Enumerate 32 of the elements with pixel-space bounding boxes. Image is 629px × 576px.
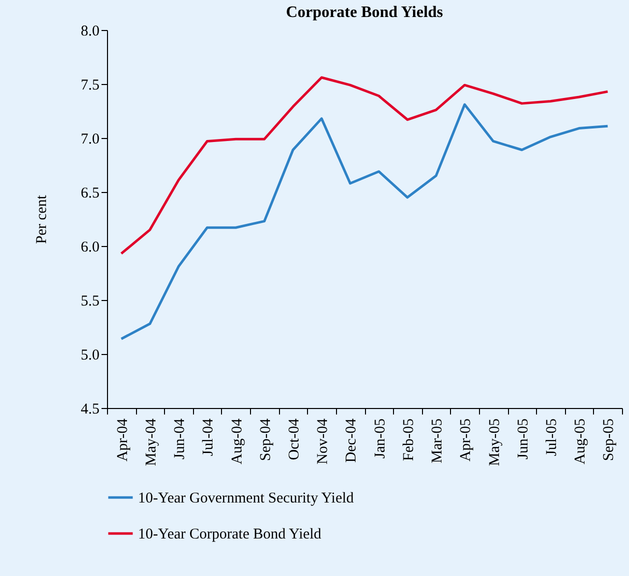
x-tick-label: Jun-05 [515,418,532,460]
y-tick-label: 4.5 [80,402,100,418]
x-tick-label: Sep-04 [258,418,274,461]
legend-label: 10-Year Government Security Yield [138,490,354,506]
y-tick-label: 6.5 [80,186,100,202]
line-series [120,76,609,255]
x-tick-label: Nov-04 [315,418,332,464]
x-tick-label: Aug-05 [572,418,589,464]
x-tick-label: Sep-05 [601,418,618,461]
x-tick-label: Apr-05 [458,418,474,462]
y-tick-label: 5.0 [80,348,100,364]
x-tick-label: Feb-05 [400,418,417,461]
x-tick-label: Aug-04 [229,418,246,464]
line-series [120,103,609,340]
x-tick-label: May-04 [143,418,160,466]
x-tick-label: May-05 [486,418,503,466]
y-tick-label: 7.0 [80,132,100,148]
x-tick-label: Jul-04 [200,418,217,456]
y-tick-label: 5.5 [80,294,100,310]
y-tick-label: 6.0 [80,240,100,256]
x-tick-label: Jul-05 [544,418,560,456]
x-tick-label: Apr-04 [114,418,131,462]
x-tick-label: Jun-04 [172,418,188,460]
x-tick-label: Dec-04 [344,418,360,463]
x-tick-label: Oct-04 [286,418,302,460]
y-axis-title: Per cent [34,194,50,244]
y-tick-label: 7.5 [80,78,100,94]
x-tick-label: Jan-05 [372,418,388,458]
y-tick-label: 8.0 [80,24,100,40]
legend-label: 10-Year Corporate Bond Yield [138,526,322,542]
chart-title: Corporate Bond Yields [286,4,444,21]
x-tick-label: Mar-05 [430,418,446,464]
